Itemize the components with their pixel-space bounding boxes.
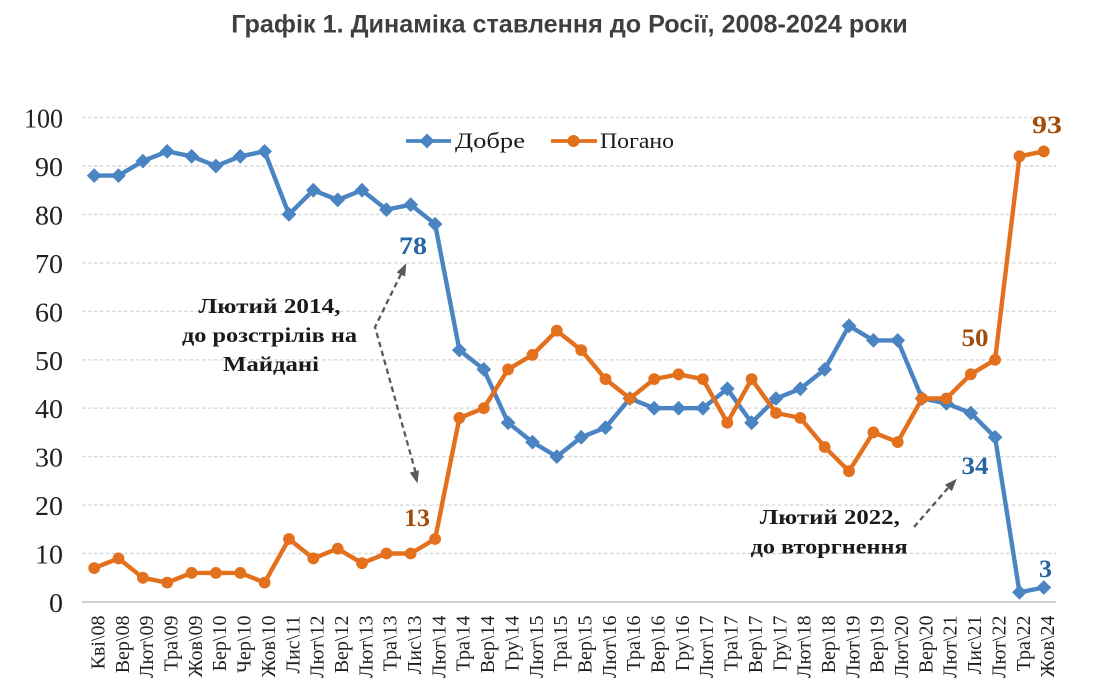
svg-text:до вторгнення: до вторгнення: [751, 535, 908, 559]
svg-text:Жов\24: Жов\24: [1037, 616, 1059, 678]
svg-text:Вер\19: Вер\19: [867, 616, 889, 674]
svg-text:50: 50: [962, 325, 989, 352]
svg-text:80: 80: [35, 199, 63, 230]
svg-text:Кві\08: Кві\08: [88, 616, 110, 670]
svg-text:0: 0: [49, 587, 63, 618]
svg-text:Вер\08: Вер\08: [112, 616, 134, 674]
svg-text:Тра\17: Тра\17: [721, 616, 743, 672]
svg-text:Чер\10: Чер\10: [234, 616, 256, 673]
svg-text:70: 70: [35, 248, 63, 279]
svg-text:Лют\15: Лют\15: [526, 616, 548, 679]
svg-text:Лют\14: Лют\14: [428, 616, 450, 679]
svg-text:Погано: Погано: [600, 128, 674, 153]
svg-text:Вер\16: Вер\16: [648, 616, 670, 674]
svg-text:Лют\19: Лют\19: [842, 616, 864, 679]
svg-text:Лютий 2014,: Лютий 2014,: [199, 294, 341, 318]
svg-text:Тра\14: Тра\14: [453, 616, 475, 672]
svg-text:60: 60: [35, 296, 63, 327]
svg-text:Лис\21: Лис\21: [964, 616, 986, 675]
svg-text:40: 40: [35, 393, 63, 424]
svg-text:Майдані: Майдані: [223, 352, 319, 376]
svg-text:Гру\16: Гру\16: [672, 616, 694, 672]
svg-text:Вер\15: Вер\15: [575, 616, 597, 674]
svg-text:Тра\13: Тра\13: [380, 616, 402, 672]
svg-text:Лют\09: Лют\09: [136, 616, 158, 679]
svg-text:Вер\17: Вер\17: [745, 616, 767, 674]
svg-text:Лис\13: Лис\13: [404, 616, 426, 675]
svg-text:Тра\16: Тра\16: [623, 616, 645, 672]
svg-text:Лют\16: Лют\16: [599, 616, 621, 679]
svg-text:3: 3: [1039, 556, 1052, 583]
svg-text:Вер\14: Вер\14: [477, 616, 499, 674]
svg-text:Гру\14: Гру\14: [501, 616, 523, 672]
svg-text:Лютий 2022,: Лютий 2022,: [760, 505, 900, 529]
svg-text:Лис\11: Лис\11: [282, 616, 304, 674]
svg-text:10: 10: [35, 539, 63, 570]
svg-text:Лют\20: Лют\20: [891, 616, 913, 679]
svg-text:Лют\17: Лют\17: [696, 616, 718, 679]
svg-text:Тра\15: Тра\15: [550, 616, 572, 672]
svg-text:Жов\10: Жов\10: [258, 616, 280, 678]
svg-text:20: 20: [35, 490, 63, 521]
svg-text:Лют\21: Лют\21: [940, 616, 962, 679]
svg-text:30: 30: [35, 442, 63, 473]
svg-text:Лют\13: Лют\13: [355, 616, 377, 679]
svg-text:100: 100: [24, 103, 63, 134]
svg-text:Лют\12: Лют\12: [307, 616, 329, 679]
svg-text:34: 34: [962, 453, 990, 480]
svg-text:Бер\10: Бер\10: [209, 616, 231, 672]
svg-text:Тра\09: Тра\09: [161, 616, 183, 672]
svg-text:78: 78: [399, 233, 427, 260]
svg-text:Добре: Добре: [455, 128, 525, 153]
svg-text:90: 90: [35, 151, 63, 182]
svg-text:Жов\09: Жов\09: [185, 616, 207, 678]
svg-text:13: 13: [404, 505, 430, 532]
svg-text:до розстрілів на: до розстрілів на: [182, 323, 358, 347]
svg-text:Графік 1. Динаміка ставлення д: Графік 1. Динаміка ставлення до Росії, 2…: [231, 11, 908, 39]
svg-text:50: 50: [35, 345, 63, 376]
svg-text:Лют\22: Лют\22: [988, 616, 1010, 679]
svg-text:Гру\17: Гру\17: [769, 616, 791, 672]
svg-text:Вер\18: Вер\18: [818, 616, 840, 674]
svg-text:93: 93: [1032, 112, 1062, 139]
svg-text:Вер\12: Вер\12: [331, 616, 353, 674]
svg-text:Лют\18: Лют\18: [794, 616, 816, 679]
svg-text:Тра\22: Тра\22: [1013, 616, 1035, 672]
svg-text:Вер\20: Вер\20: [915, 616, 937, 674]
